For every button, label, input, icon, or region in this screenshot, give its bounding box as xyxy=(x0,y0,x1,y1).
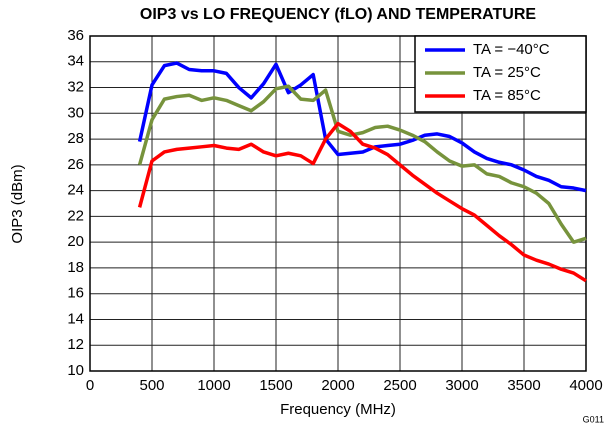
x-tick-label: 2500 xyxy=(383,377,416,394)
figure-id: G011 xyxy=(583,414,604,424)
x-tick-label: 0 xyxy=(86,377,94,394)
data-line xyxy=(137,61,587,193)
x-tick-label: 1500 xyxy=(259,377,292,394)
y-axis-label: OIP3 (dBm) xyxy=(9,164,26,243)
x-tick-label: 2000 xyxy=(321,377,354,394)
data-line xyxy=(137,84,587,244)
data-line xyxy=(137,121,587,283)
plot-frame xyxy=(89,35,587,372)
y-tick-label: 10 xyxy=(67,362,84,379)
y-tick-label: 16 xyxy=(67,285,84,302)
y-tick-label: 14 xyxy=(67,310,84,327)
y-tick-label: 32 xyxy=(67,79,84,96)
x-axis-label: Frequency (MHz) xyxy=(280,401,396,418)
x-tick-label: 3000 xyxy=(445,377,478,394)
y-tick-label: 34 xyxy=(67,53,84,70)
y-tick-label: 18 xyxy=(67,259,84,276)
y-tick-label: 20 xyxy=(67,233,84,250)
x-tick-label: 4000 xyxy=(569,377,602,394)
y-tick-label: 22 xyxy=(67,207,84,224)
y-tick-label: 28 xyxy=(67,130,84,147)
chart-title: OIP3 vs LO FREQUENCY (fLO) AND TEMPERATU… xyxy=(140,6,537,23)
x-tick-label: 500 xyxy=(139,377,164,394)
y-tick-label: 30 xyxy=(67,104,84,121)
legend-label: TA = −40°C xyxy=(473,41,550,58)
y-tick-label: 36 xyxy=(67,27,84,44)
x-tick-label: 1000 xyxy=(197,377,230,394)
legend-label: TA = 85°C xyxy=(473,87,541,104)
x-tick-label: 3500 xyxy=(507,377,540,394)
y-tick-label: 26 xyxy=(67,156,84,173)
y-tick-label: 12 xyxy=(67,336,84,353)
y-tick-label: 24 xyxy=(67,182,84,199)
legend-label: TA = 25°C xyxy=(473,64,541,81)
